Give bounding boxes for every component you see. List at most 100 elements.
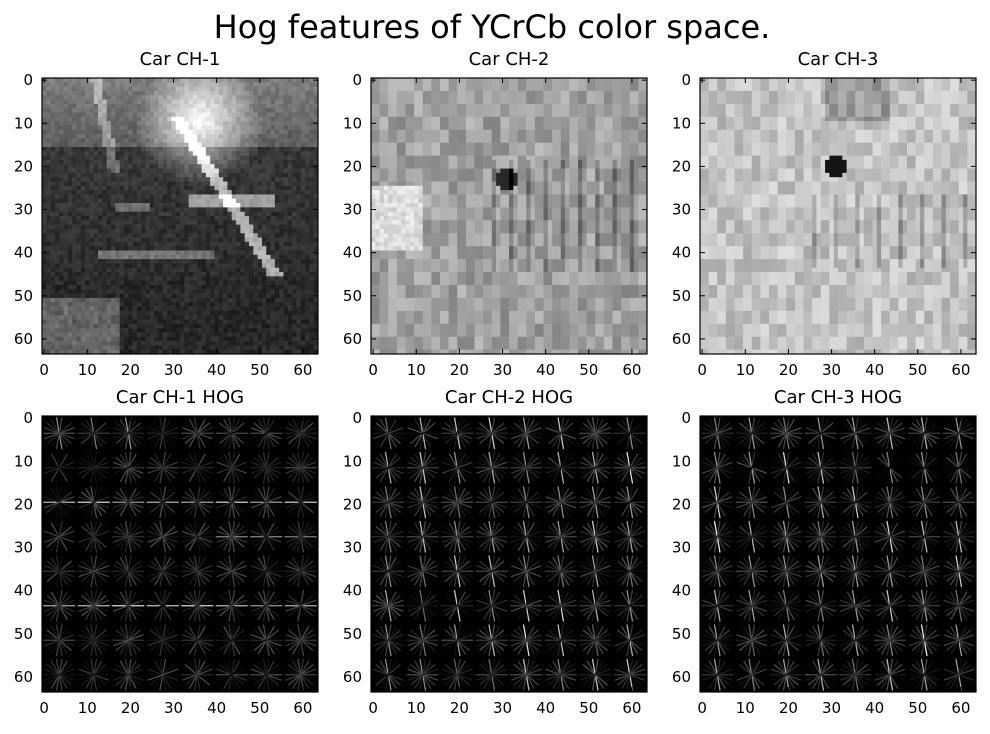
y-tick-label: 10 (343, 114, 362, 132)
subplot-title: Car CH-1 (140, 49, 221, 70)
y-tick-label: 50 (343, 625, 362, 643)
y-tick-label: 60 (343, 330, 362, 348)
y-tick-label: 50 (14, 287, 33, 305)
x-tick-label: 0 (368, 361, 378, 379)
x-tick-label: 60 (951, 361, 970, 379)
x-tick-label: 10 (407, 699, 426, 717)
axes-frame (370, 77, 648, 355)
y-tick-label: 10 (343, 452, 362, 470)
y-tick-label: 20 (672, 157, 691, 175)
y-tick-label: 0 (681, 409, 691, 427)
y-tick-label: 0 (681, 71, 691, 89)
y-tick-label: 10 (14, 452, 33, 470)
axes-frame (41, 77, 319, 355)
x-tick-label: 60 (622, 699, 641, 717)
y-tick-label: 30 (672, 539, 691, 557)
y-tick-label: 20 (672, 495, 691, 513)
y-tick-label: 20 (343, 495, 362, 513)
subplot-title: Car CH-2 (469, 49, 550, 70)
x-tick-label: 50 (250, 699, 269, 717)
axes-frame (699, 415, 977, 693)
x-tick-label: 50 (908, 699, 927, 717)
x-tick-label: 30 (822, 361, 841, 379)
y-tick-label: 30 (343, 201, 362, 219)
x-tick-label: 10 (407, 361, 426, 379)
x-tick-label: 60 (622, 361, 641, 379)
subplot-6: Car CH-3 HOG 0 10 20 30 40 50 60 0 10 20 30 40 50 60 (672, 387, 977, 717)
y-tick-label: 0 (23, 71, 33, 89)
y-tick-label: 0 (23, 409, 33, 427)
y-tick-label: 40 (672, 244, 691, 262)
y-tick-label: 20 (14, 495, 33, 513)
x-tick-label: 30 (164, 361, 183, 379)
x-tick-label: 20 (121, 361, 140, 379)
x-tick-label: 50 (579, 361, 598, 379)
x-tick-label: 10 (78, 361, 97, 379)
y-tick-label: 50 (14, 625, 33, 643)
y-tick-label: 60 (343, 668, 362, 686)
subplot-1: Car CH-1 0 10 20 30 40 50 60 0 10 20 30 40 50 60 (14, 49, 319, 379)
x-tick-label: 30 (164, 699, 183, 717)
x-tick-label: 10 (78, 699, 97, 717)
y-tick-label: 40 (343, 582, 362, 600)
channel-image (700, 78, 976, 354)
subplot-2: Car CH-2 0 10 20 30 40 50 60 0 10 20 30 40 50 60 (343, 49, 648, 379)
axes-frame (699, 77, 977, 355)
x-tick-label: 10 (736, 699, 755, 717)
x-tick-label: 20 (779, 699, 798, 717)
x-tick-label: 50 (579, 699, 598, 717)
channel-image (371, 78, 647, 354)
y-tick-label: 40 (14, 582, 33, 600)
x-tick-label: 40 (536, 361, 555, 379)
x-tick-label: 20 (450, 361, 469, 379)
x-tick-label: 60 (293, 361, 312, 379)
y-tick-label: 10 (672, 114, 691, 132)
x-tick-label: 40 (207, 361, 226, 379)
subplot-5: Car CH-2 HOG 0 10 20 30 40 50 60 0 10 20 30 40 50 60 (343, 387, 648, 717)
y-tick-label: 60 (672, 330, 691, 348)
x-tick-label: 40 (865, 361, 884, 379)
y-tick-label: 20 (343, 157, 362, 175)
x-tick-label: 60 (293, 699, 312, 717)
subplot-title: Car CH-1 HOG (116, 387, 244, 408)
y-tick-label: 60 (14, 668, 33, 686)
hog-image (371, 416, 647, 692)
x-tick-label: 0 (697, 361, 707, 379)
subplot-title: Car CH-3 (798, 49, 879, 70)
axes-frame (41, 415, 319, 693)
y-tick-label: 50 (343, 287, 362, 305)
x-tick-label: 50 (908, 361, 927, 379)
x-tick-label: 0 (368, 699, 378, 717)
y-tick-label: 10 (672, 452, 691, 470)
y-tick-label: 50 (672, 625, 691, 643)
y-tick-label: 0 (352, 409, 362, 427)
hog-image (700, 416, 976, 692)
y-tick-label: 60 (14, 330, 33, 348)
y-tick-label: 30 (14, 539, 33, 557)
x-tick-label: 30 (493, 361, 512, 379)
x-tick-label: 0 (39, 361, 49, 379)
x-tick-label: 40 (536, 699, 555, 717)
x-tick-label: 50 (250, 361, 269, 379)
y-tick-label: 0 (352, 71, 362, 89)
y-tick-label: 40 (343, 244, 362, 262)
y-tick-label: 10 (14, 114, 33, 132)
y-tick-label: 40 (672, 582, 691, 600)
y-tick-label: 30 (672, 201, 691, 219)
hog-image (42, 416, 318, 692)
x-tick-label: 30 (822, 699, 841, 717)
y-tick-label: 40 (14, 244, 33, 262)
channel-image (42, 78, 318, 354)
x-tick-label: 30 (493, 699, 512, 717)
subplot-title: Car CH-3 HOG (774, 387, 902, 408)
y-tick-label: 30 (14, 201, 33, 219)
x-tick-label: 20 (121, 699, 140, 717)
x-tick-label: 0 (697, 699, 707, 717)
subplot-3: Car CH-3 0 10 20 30 40 50 60 0 10 20 30 40 50 60 (672, 49, 977, 379)
y-tick-label: 60 (672, 668, 691, 686)
axes-frame (370, 415, 648, 693)
subplot-4: Car CH-1 HOG 0 10 20 30 40 50 60 0 10 20 30 40 50 60 (14, 387, 319, 717)
x-tick-label: 0 (39, 699, 49, 717)
